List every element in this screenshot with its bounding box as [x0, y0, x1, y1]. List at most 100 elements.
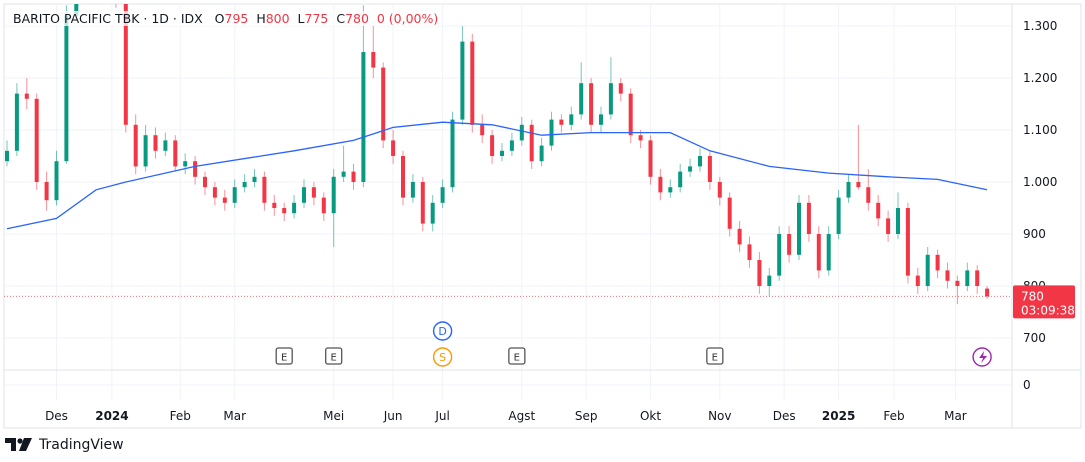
- candle: [104, 0, 108, 3]
- x-tick-label: 2024: [95, 409, 128, 423]
- candle: [678, 163, 683, 193]
- candle-body: [707, 156, 712, 182]
- candle-body: [925, 254, 930, 286]
- candle-body: [757, 260, 762, 286]
- candle: [292, 195, 297, 219]
- earnings-marker-box[interactable]: [508, 347, 526, 365]
- candle-body: [896, 208, 900, 234]
- candle-body: [500, 150, 504, 156]
- candle-body: [64, 15, 69, 162]
- earnings-marker-box[interactable]: [325, 347, 343, 365]
- candle: [490, 130, 495, 164]
- candle-body: [589, 83, 594, 125]
- candle-body: [727, 197, 732, 229]
- candles: [5, 0, 990, 305]
- candle: [133, 114, 138, 175]
- exchange: IDX: [180, 11, 203, 26]
- earnings-marker-box[interactable]: [706, 347, 724, 365]
- candle-body: [846, 182, 851, 198]
- candle-body: [460, 41, 465, 120]
- split-marker[interactable]: [432, 347, 453, 367]
- candle-body: [955, 280, 960, 286]
- lightning-icon: [979, 351, 988, 363]
- earnings-marker[interactable]: E: [508, 347, 526, 365]
- candle: [232, 179, 237, 208]
- candle-body: [747, 244, 752, 260]
- x-tick-label: Jun: [383, 409, 403, 423]
- candle-body: [608, 83, 613, 115]
- candle-body: [935, 254, 940, 271]
- candle-body: [767, 275, 772, 286]
- candle: [717, 176, 722, 206]
- candle-body: [975, 270, 980, 286]
- candle-body: [34, 98, 39, 182]
- candle: [351, 163, 356, 190]
- candle: [153, 127, 158, 159]
- candle: [173, 135, 178, 172]
- candle-body: [470, 41, 475, 125]
- candle-body: [737, 228, 742, 245]
- candle-body: [242, 182, 247, 188]
- candle: [747, 236, 752, 268]
- candle-body: [430, 202, 435, 224]
- interval[interactable]: 1D: [151, 11, 169, 26]
- candle: [737, 221, 742, 253]
- candle: [658, 169, 663, 201]
- candle-body: [302, 187, 306, 203]
- candle: [787, 226, 792, 263]
- candle: [777, 226, 782, 281]
- symbol-name[interactable]: BARITO PACIFIC TBK: [13, 11, 140, 26]
- candle: [896, 192, 900, 240]
- candle: [410, 174, 415, 203]
- candle: [826, 226, 831, 276]
- candle-body: [797, 202, 801, 255]
- tradingview-logo[interactable]: TradingView: [5, 437, 124, 453]
- candle: [945, 262, 950, 289]
- dividend-marker-letter: D: [438, 325, 446, 338]
- candle: [272, 195, 277, 216]
- dividend-marker[interactable]: [432, 321, 453, 341]
- earnings-marker-letter: E: [514, 353, 520, 364]
- earnings-marker-letter: E: [712, 353, 718, 364]
- high-label: H: [256, 11, 266, 26]
- candle: [212, 182, 217, 206]
- earnings-marker[interactable]: E: [275, 347, 293, 365]
- candle-body: [480, 124, 485, 136]
- candle: [727, 192, 732, 237]
- candle: [420, 176, 425, 232]
- candle-body: [777, 234, 782, 276]
- candle-body: [698, 156, 702, 167]
- candle: [599, 106, 603, 133]
- candle-body: [509, 140, 514, 151]
- candle: [430, 195, 435, 232]
- candle: [806, 195, 811, 242]
- candle: [371, 26, 376, 78]
- x-tick-label: Mar: [223, 409, 246, 423]
- candle: [797, 195, 801, 260]
- candle: [14, 83, 19, 156]
- candle-body: [876, 202, 881, 219]
- earnings-marker[interactable]: E: [325, 347, 343, 365]
- candle: [915, 267, 920, 294]
- candle: [925, 247, 930, 292]
- candle-body: [559, 119, 564, 125]
- candle-body: [123, 4, 128, 125]
- y-tick-label: 1.300: [1023, 19, 1057, 33]
- candle: [905, 202, 910, 284]
- candle-body: [183, 161, 188, 167]
- candle: [54, 150, 59, 206]
- candle-body: [391, 140, 396, 156]
- low-label: L: [297, 11, 305, 26]
- candle-body: [965, 270, 970, 286]
- earnings-marker[interactable]: E: [706, 347, 724, 365]
- candle: [341, 145, 346, 182]
- candle-body: [539, 145, 544, 162]
- candle-body: [311, 187, 316, 198]
- candle-body: [222, 197, 227, 203]
- candle-body: [529, 124, 534, 162]
- candle-body: [371, 52, 376, 68]
- candle-body: [153, 135, 158, 151]
- candle-body: [292, 202, 297, 214]
- earnings-marker-box[interactable]: [275, 347, 293, 365]
